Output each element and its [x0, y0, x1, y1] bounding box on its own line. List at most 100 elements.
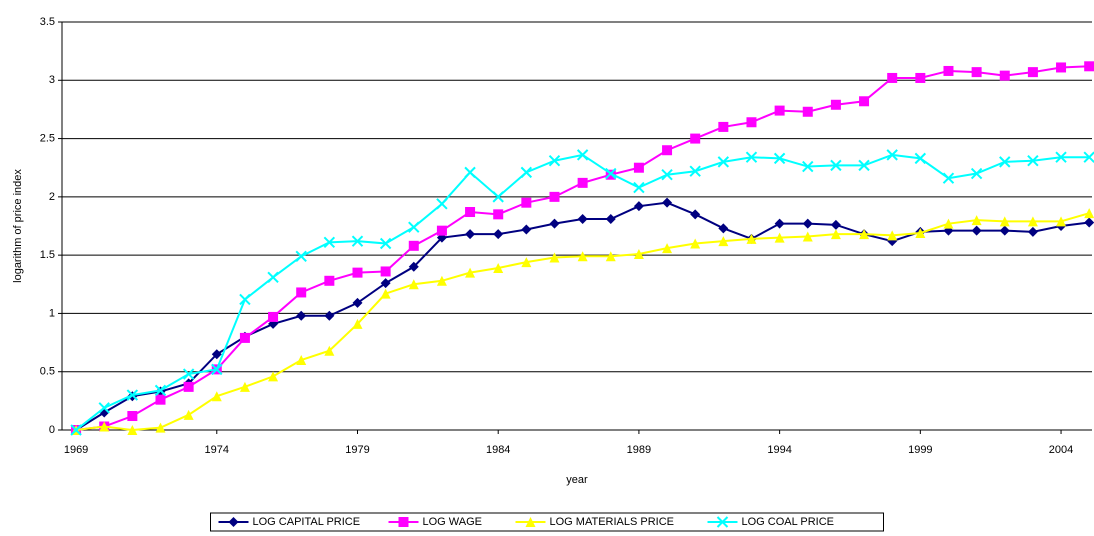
marker	[211, 349, 222, 360]
marker	[1027, 67, 1038, 78]
marker	[915, 72, 926, 83]
marker	[999, 216, 1010, 227]
x-tick-label: 1979	[345, 444, 369, 456]
marker	[549, 252, 560, 263]
marker	[296, 310, 307, 321]
marker	[689, 165, 701, 177]
x-tick-label: 1974	[205, 444, 229, 456]
x-tick-label: 1989	[627, 444, 651, 456]
marker	[633, 248, 644, 259]
marker	[549, 218, 560, 229]
marker	[1027, 226, 1038, 237]
marker	[773, 152, 786, 165]
marker	[352, 267, 363, 278]
marker	[971, 225, 982, 236]
marker	[268, 311, 279, 322]
marker	[398, 517, 409, 527]
marker	[211, 391, 222, 402]
marker	[943, 65, 954, 76]
legend-label: LOG MATERIALS PRICE	[550, 516, 675, 528]
marker	[126, 389, 139, 401]
series-line	[75, 201, 1090, 431]
marker	[1084, 217, 1094, 228]
series-line	[75, 65, 1090, 431]
marker	[1084, 208, 1094, 219]
y-tick-label: 0	[49, 424, 55, 436]
marker	[576, 149, 589, 161]
marker	[521, 257, 532, 268]
marker	[408, 240, 419, 251]
marker	[380, 278, 391, 289]
marker	[1056, 216, 1067, 227]
marker	[802, 160, 814, 173]
x-tick-label: 1984	[486, 444, 510, 456]
marker	[296, 287, 307, 298]
marker	[718, 236, 729, 247]
y-tick-label: 2	[49, 191, 55, 203]
marker	[802, 218, 813, 229]
marker	[324, 275, 335, 286]
marker	[690, 133, 701, 144]
marker	[408, 221, 420, 233]
marker	[716, 516, 729, 528]
marker	[1083, 151, 1094, 163]
x-tick-label: 2004	[1049, 444, 1073, 456]
marker	[605, 251, 616, 262]
marker	[858, 159, 870, 172]
marker	[183, 381, 194, 392]
marker	[352, 297, 363, 308]
marker	[493, 209, 504, 220]
marker	[999, 156, 1011, 168]
marker	[1027, 216, 1038, 227]
marker	[183, 409, 194, 420]
marker	[465, 207, 476, 218]
marker	[999, 225, 1010, 236]
marker	[492, 191, 504, 203]
marker	[267, 271, 279, 283]
marker	[774, 218, 785, 229]
marker	[154, 384, 167, 397]
marker	[465, 267, 476, 278]
marker	[633, 162, 644, 173]
marker	[324, 345, 335, 356]
marker	[379, 237, 392, 250]
marker	[662, 243, 673, 254]
marker	[296, 355, 307, 366]
marker	[324, 310, 335, 321]
marker	[352, 318, 363, 329]
marker	[943, 218, 954, 229]
marker	[380, 288, 391, 299]
marker	[99, 421, 110, 432]
marker	[914, 152, 927, 165]
marker	[774, 105, 785, 116]
marker	[971, 67, 982, 78]
marker	[802, 106, 813, 117]
marker	[859, 96, 870, 107]
marker	[351, 235, 364, 247]
marker	[380, 266, 391, 277]
legend-box	[210, 512, 884, 532]
y-tick-label: 3.5	[40, 16, 55, 28]
marker	[228, 517, 239, 527]
marker	[295, 250, 307, 263]
marker	[745, 151, 758, 163]
marker	[970, 167, 983, 180]
marker	[1055, 151, 1067, 163]
legend-label: LOG WAGE	[423, 516, 483, 528]
marker	[549, 191, 560, 202]
marker	[859, 229, 870, 240]
x-axis-title: year	[566, 474, 588, 486]
marker	[70, 424, 82, 436]
marker	[239, 332, 250, 343]
marker	[98, 402, 110, 414]
marker	[886, 149, 898, 161]
marker	[520, 166, 533, 179]
marker	[605, 167, 617, 180]
marker	[521, 197, 532, 208]
marker	[436, 198, 448, 210]
marker	[127, 425, 138, 435]
marker	[718, 121, 729, 132]
marker	[155, 394, 166, 405]
legend-label: LOG CAPITAL PRICE	[253, 516, 361, 528]
